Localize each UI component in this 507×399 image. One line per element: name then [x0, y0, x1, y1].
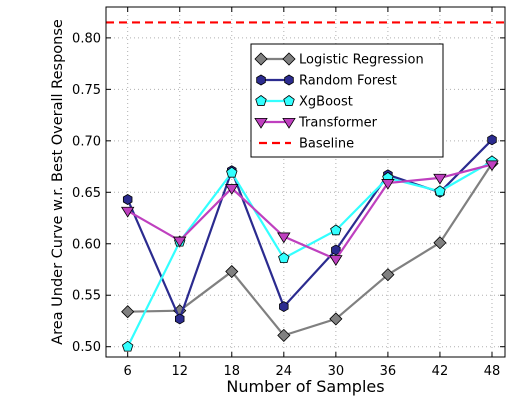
- series-line-xgboost: [126, 160, 493, 348]
- data-point-transformer: [277, 232, 291, 244]
- x-tick-label: 6: [124, 364, 132, 379]
- data-point-logistic-regression: [277, 328, 291, 342]
- legend-marker-transformer: [254, 118, 268, 129]
- legend-marker-xgboost: [255, 95, 267, 106]
- data-point-xgboost: [121, 340, 134, 352]
- y-tick-label: 0.50: [72, 340, 101, 355]
- data-point-random-forest: [331, 244, 341, 256]
- data-point-transformer: [485, 160, 499, 172]
- x-tick-label: 36: [380, 364, 397, 379]
- series-layer: [120, 134, 499, 352]
- series-line-transformer: [127, 163, 493, 261]
- data-point-random-forest: [122, 194, 133, 205]
- data-point-logistic-regression: [381, 268, 395, 282]
- x-tick-label: 48: [484, 364, 501, 379]
- legend-marker-logistic-regression: [254, 52, 268, 66]
- series-line-logistic-regression: [127, 162, 493, 337]
- data-point-transformer: [329, 255, 343, 266]
- legend-label-transformer: Transformer: [298, 116, 378, 131]
- legend-marker-transformer: [282, 118, 296, 129]
- y-tick-label: 0.70: [72, 134, 101, 149]
- legend-marker-random-forest: [284, 74, 294, 86]
- legend-marker-logistic-regression: [282, 52, 296, 66]
- x-tick-label: 42: [432, 364, 449, 379]
- data-point-logistic-regression: [121, 305, 135, 319]
- series-line-random-forest: [126, 139, 493, 322]
- data-point-random-forest: [487, 134, 497, 146]
- y-tick-label: 0.75: [72, 83, 101, 98]
- data-point-random-forest: [279, 301, 289, 313]
- series-logistic-regression: [121, 156, 499, 342]
- x-tick-label: 30: [328, 364, 345, 379]
- data-point-transformer: [120, 206, 135, 218]
- legend-label-xgboost: XgBoost: [299, 95, 353, 110]
- legend-label-random-forest: Random Forest: [299, 74, 397, 89]
- data-point-xgboost: [434, 185, 446, 197]
- legend-label-baseline: Baseline: [299, 137, 354, 152]
- y-tick-label: 0.65: [72, 186, 101, 201]
- data-point-random-forest: [174, 313, 185, 325]
- x-tick-label: 24: [276, 364, 293, 379]
- data-point-transformer: [173, 236, 187, 248]
- legend: Logistic Regression Random Forest XgBoost T…: [250, 43, 444, 158]
- y-tick-label: 0.80: [72, 31, 101, 46]
- data-point-logistic-regression: [329, 312, 343, 326]
- y-tick-label: 0.60: [72, 237, 101, 252]
- x-tick-label: 12: [171, 364, 188, 379]
- x-tick-label: 18: [223, 364, 240, 379]
- legend-label-logistic-regression: Logistic Regression: [299, 53, 424, 68]
- plot-frame: [105, 6, 506, 358]
- data-point-transformer: [381, 179, 395, 190]
- legend-marker-random-forest: [256, 74, 266, 86]
- data-point-xgboost: [330, 224, 342, 236]
- y-tick-label: 0.55: [72, 289, 101, 304]
- axis-ticks: 6 12 18 24 30 36 42 48 0.50 0.55 0.60 0.65 0.70 0.75 0…: [72, 7, 505, 379]
- data-point-transformer: [433, 173, 447, 185]
- x-axis-label: Number of Samples: [226, 377, 384, 396]
- data-point-logistic-regression: [225, 264, 239, 279]
- series-transformer: [120, 160, 499, 266]
- y-axis-label: Area Under Curve w.r. Best Overall Respo…: [50, 19, 66, 345]
- data-point-transformer: [225, 184, 239, 195]
- data-point-xgboost: [278, 252, 290, 264]
- data-point-xgboost: [226, 166, 238, 178]
- series-xgboost: [121, 155, 498, 352]
- legend-marker-xgboost: [283, 95, 295, 106]
- data-point-logistic-regression: [433, 236, 447, 250]
